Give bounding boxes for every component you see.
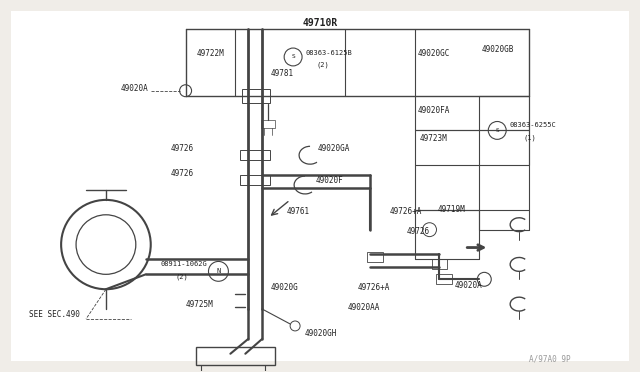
Text: 49020AA: 49020AA [348, 302, 380, 312]
Text: 49020A: 49020A [121, 84, 148, 93]
Text: 49020GH: 49020GH [305, 329, 337, 339]
Bar [367, 253, 383, 262]
Text: 49726: 49726 [171, 144, 194, 153]
Bar [431, 259, 447, 269]
Bar [436, 274, 452, 284]
Text: 49020GA: 49020GA [318, 144, 350, 153]
Bar [241, 175, 270, 185]
Bar [243, 89, 270, 103]
Text: A/97A0 9P: A/97A0 9P [529, 354, 571, 363]
Text: 49020GC: 49020GC [417, 48, 450, 58]
Text: 49719M: 49719M [438, 205, 465, 214]
Text: (2): (2) [316, 62, 329, 68]
Text: 08911-1062G: 08911-1062G [161, 262, 207, 267]
Text: S: S [291, 54, 295, 60]
Text: N: N [216, 268, 221, 275]
Text: 08363-6125B: 08363-6125B [305, 50, 352, 56]
Bar [196, 347, 275, 365]
Text: 49725M: 49725M [186, 299, 213, 309]
Text: 49781: 49781 [270, 69, 293, 78]
Bar [241, 150, 270, 160]
Text: 49020G: 49020G [270, 283, 298, 292]
Text: 49020GB: 49020GB [481, 45, 514, 54]
Text: 49726: 49726 [171, 169, 194, 177]
Text: 49726+A: 49726+A [390, 207, 422, 216]
Text: 49020FA: 49020FA [417, 106, 450, 115]
Text: 49723M: 49723M [420, 134, 447, 143]
Text: 08363-6255C: 08363-6255C [509, 122, 556, 128]
Text: SEE SEC.490: SEE SEC.490 [29, 310, 80, 318]
Text: 49761: 49761 [286, 207, 309, 216]
Text: (1): (1) [523, 134, 536, 141]
Text: 49726+A: 49726+A [358, 283, 390, 292]
Text: S: S [495, 128, 499, 133]
Text: 49722M: 49722M [196, 48, 224, 58]
Text: 49020F: 49020F [316, 176, 344, 185]
Text: 49020A: 49020A [454, 281, 482, 290]
Text: (2): (2) [175, 273, 188, 280]
Text: 49710R: 49710R [302, 18, 338, 28]
Text: 49726: 49726 [406, 227, 429, 236]
Bar [261, 121, 275, 128]
